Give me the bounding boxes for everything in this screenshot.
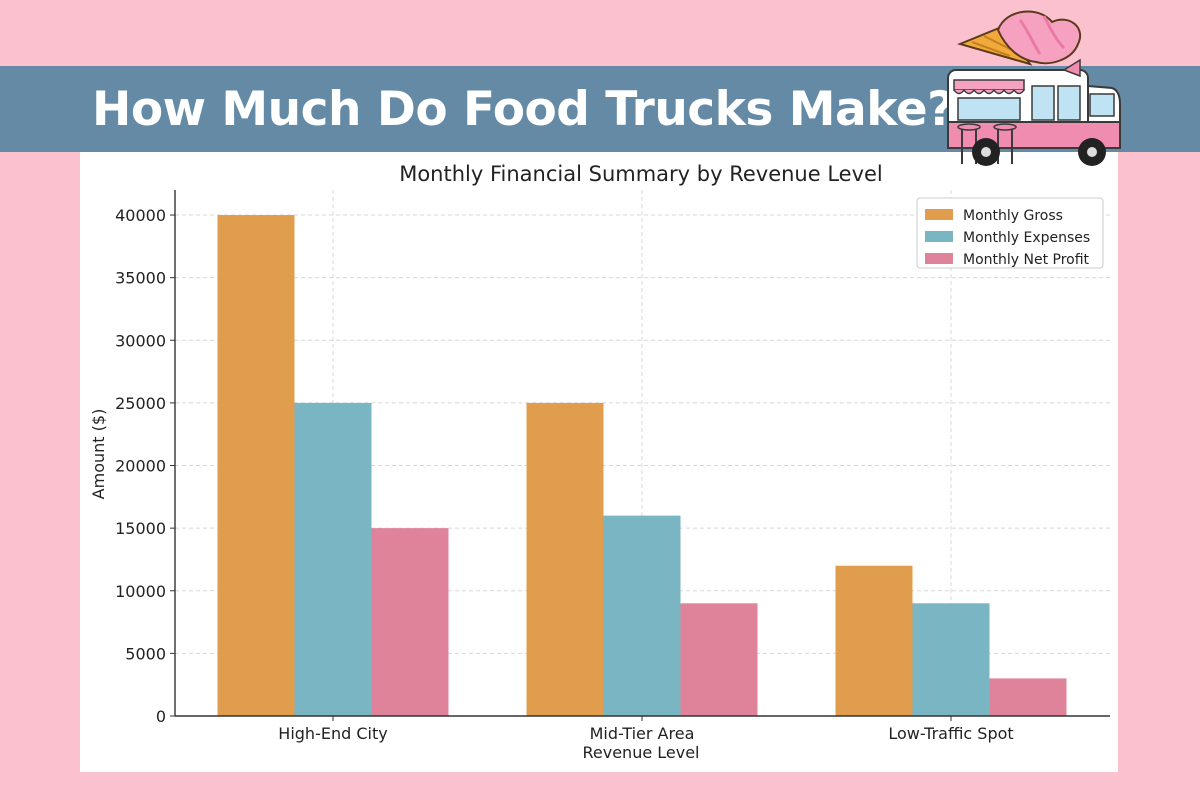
legend-label: Monthly Gross xyxy=(963,208,1063,224)
legend-label: Monthly Expenses xyxy=(963,230,1090,246)
bar-monthly-gross-0 xyxy=(217,215,295,717)
bar-monthly-expenses-1 xyxy=(603,515,681,716)
chart-title: Monthly Financial Summary by Revenue Lev… xyxy=(399,162,883,186)
y-tick-label: 40000 xyxy=(115,206,166,225)
page-title: How Much Do Food Trucks Make? xyxy=(92,82,954,137)
food-truck-icon xyxy=(947,10,1121,166)
y-tick-label: 25000 xyxy=(115,394,166,413)
y-tick-label: 0 xyxy=(156,707,166,726)
bar-chart: 0 5000 10000 15000 20000 25000 30000 35000 40000… xyxy=(89,162,1110,762)
x-tick-label: Mid-Tier Area xyxy=(590,724,695,743)
ice-cream-cone-icon xyxy=(956,10,1081,66)
legend-box xyxy=(916,197,1104,269)
bar-monthly-net-profit-1 xyxy=(680,603,758,716)
y-tick-label: 30000 xyxy=(115,331,166,350)
y-tick-label: 5000 xyxy=(125,644,166,663)
bar-monthly-expenses-2 xyxy=(912,603,990,716)
y-tick-label: 20000 xyxy=(115,457,166,476)
x-axis-label: Revenue Level xyxy=(583,743,700,762)
legend-swatch xyxy=(925,209,953,220)
legend-swatch xyxy=(925,231,953,242)
x-tick-label: High-End City xyxy=(278,724,387,743)
bar-monthly-gross-1 xyxy=(526,402,604,716)
bar-monthly-net-profit-0 xyxy=(371,528,449,716)
legend: Monthly Gross Monthly Expenses Monthly Net… xyxy=(916,197,1104,269)
bars-layer xyxy=(217,215,1067,717)
axes-layer: 0 5000 10000 15000 20000 25000 30000 35000 40000… xyxy=(115,190,1110,743)
legend-label: Monthly Net Profit xyxy=(963,252,1090,268)
bar-monthly-net-profit-2 xyxy=(989,678,1067,716)
truck-body xyxy=(947,58,1121,164)
y-tick-label: 10000 xyxy=(115,582,166,601)
y-tick-label: 35000 xyxy=(115,269,166,288)
chart-panel: 0 5000 10000 15000 20000 25000 30000 35000 40000… xyxy=(80,152,1118,772)
y-tick-label: 15000 xyxy=(115,519,166,538)
legend-swatch xyxy=(925,253,953,264)
bar-monthly-expenses-0 xyxy=(294,402,372,716)
bar-monthly-gross-2 xyxy=(835,565,913,716)
x-tick-label: Low-Traffic Spot xyxy=(888,724,1013,743)
y-axis-label: Amount ($) xyxy=(89,409,108,500)
